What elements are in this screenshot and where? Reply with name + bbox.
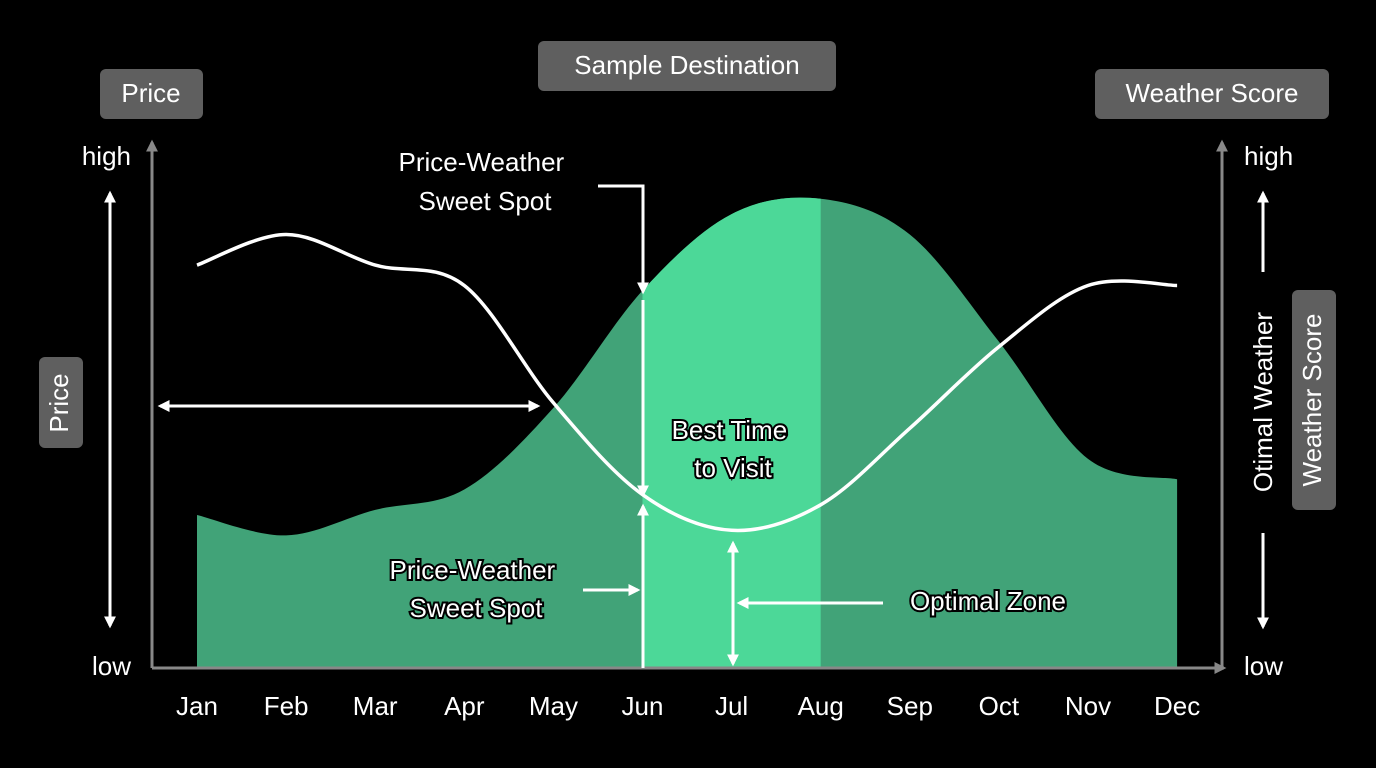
x-tick-label: Sep — [887, 691, 933, 721]
x-tick-label: Nov — [1065, 691, 1111, 721]
annotation: Price-Weather Sweet Spot — [390, 555, 563, 623]
annotation-line: Optimal Zone — [910, 586, 1066, 616]
y-label: Price — [44, 373, 74, 432]
x-tick-label: Jul — [715, 691, 748, 721]
x-tick-label: Mar — [353, 691, 398, 721]
x-tick-label: Jun — [622, 691, 664, 721]
x-tick-label: Jan — [176, 691, 218, 721]
y2-label: Otimal Weather — [1248, 312, 1278, 492]
y2-tick-label: low — [1244, 651, 1283, 681]
annotation-line: to Visit — [694, 453, 772, 483]
price-line — [196, 232, 1178, 533]
annotation-line: Sweet Spot — [419, 186, 553, 216]
y2-title-box — [1095, 69, 1329, 119]
y-title: Price — [121, 78, 180, 108]
y2-label-box — [1292, 290, 1336, 510]
x-tick-label: May — [529, 691, 578, 721]
annotation-arrows — [104, 184, 1269, 668]
title-box — [538, 41, 836, 91]
x-tick-label: Apr — [444, 691, 485, 721]
y-label-box — [39, 357, 83, 448]
y-tick-label: high — [82, 141, 131, 171]
y-title-box — [100, 69, 203, 119]
y2-label: Weather Score — [1297, 314, 1327, 487]
annotation-line: Best Time — [672, 415, 788, 445]
annotation: Price-Weather Sweet Spot — [399, 147, 572, 216]
y-tick-label: low — [92, 651, 131, 681]
y2-title: Weather Score — [1126, 78, 1299, 108]
annotation: Optimal Zone — [910, 586, 1066, 616]
annotation-line: Price-Weather — [399, 147, 565, 177]
x-tick-label: Aug — [798, 691, 844, 721]
annotation-line: Sweet Spot — [410, 593, 544, 623]
x-tick-label: Dec — [1154, 691, 1200, 721]
x-tick-label: Oct — [979, 691, 1020, 721]
x-tick-label: Feb — [264, 691, 309, 721]
annotation-line: Price-Weather — [390, 555, 556, 585]
chart-title: Sample Destination — [574, 50, 799, 80]
y2-tick-label: high — [1244, 141, 1293, 171]
annotation: Best Time to Visit — [672, 415, 795, 483]
